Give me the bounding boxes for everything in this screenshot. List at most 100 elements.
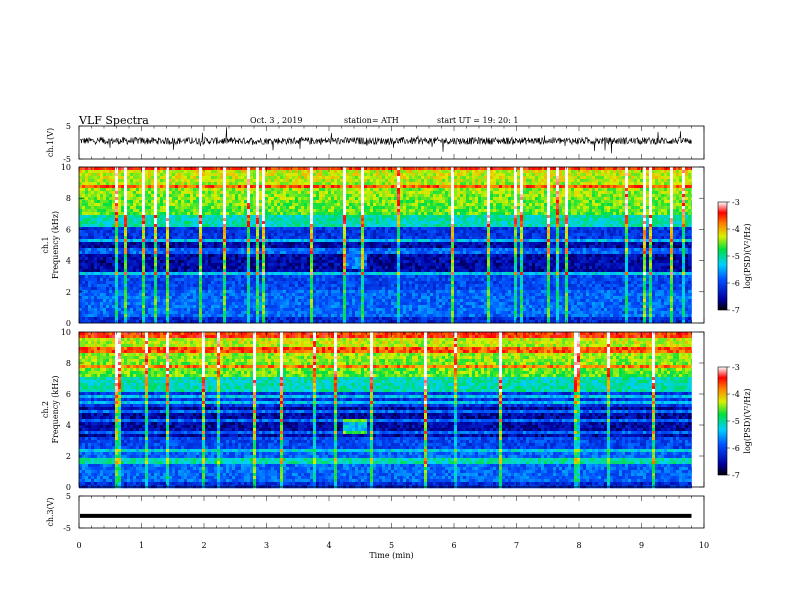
- spectrogram-cell: [88, 179, 92, 183]
- spectrogram-cell: [247, 209, 251, 213]
- spectrogram-cell: [139, 227, 143, 231]
- spectrogram-cell: [649, 185, 653, 189]
- spectrogram-cell: [655, 179, 659, 183]
- spectrogram-cell: [313, 179, 317, 183]
- spectrogram-cell: [178, 167, 182, 171]
- spectrogram-cell: [643, 212, 647, 216]
- spectrogram-cell: [604, 227, 608, 231]
- spectrogram-cell: [265, 227, 269, 231]
- spectrogram-cell: [385, 197, 389, 201]
- spectrogram-cell: [589, 185, 593, 189]
- spectrogram-cell: [280, 215, 284, 219]
- spectrogram-cell: [346, 200, 350, 204]
- spectrogram-cell: [130, 221, 134, 225]
- spectrogram-cell: [595, 179, 599, 183]
- spectrogram-cell: [289, 209, 293, 213]
- spectrogram-cell: [109, 215, 113, 219]
- spectrogram-cell: [124, 215, 128, 219]
- spectrogram-cell: [262, 215, 266, 219]
- spectrogram-cell: [148, 170, 152, 174]
- spectrogram-cell: [406, 167, 410, 171]
- spectrogram-cell: [304, 230, 308, 234]
- spectrogram-cell: [121, 209, 125, 213]
- spectrogram-cell: [379, 173, 383, 177]
- spectrogram-cell: [475, 236, 479, 240]
- spectrogram-cell: [619, 209, 623, 213]
- spectrogram-cell: [652, 218, 656, 222]
- spectrogram-cell: [493, 188, 497, 192]
- spectrogram-cell: [484, 173, 488, 177]
- spectrogram-cell: [127, 236, 131, 240]
- spectrogram-cell: [175, 182, 179, 186]
- spectrogram-cell: [601, 194, 605, 198]
- spectrogram-cell: [184, 200, 188, 204]
- spectrogram-cell: [442, 212, 446, 216]
- spectrogram-cell: [100, 233, 104, 237]
- spectrogram-cell: [376, 197, 380, 201]
- spectrogram-cell: [478, 173, 482, 177]
- spectrogram-cell: [238, 182, 242, 186]
- spectrogram-cell: [574, 185, 578, 189]
- spectrogram-cell: [406, 179, 410, 183]
- spectrogram-cell: [532, 227, 536, 231]
- spectrogram-cell: [421, 230, 425, 234]
- spectrogram-cell: [241, 197, 245, 201]
- spectrogram-cell: [358, 173, 362, 177]
- spectrogram-cell: [187, 212, 191, 216]
- spectrogram-cell: [346, 209, 350, 213]
- spectrogram-cell: [133, 224, 137, 228]
- spectrogram-cell: [568, 188, 572, 192]
- spectrogram-cell: [157, 218, 161, 222]
- spectrogram-cell: [532, 191, 536, 195]
- spectrogram-cell: [214, 236, 218, 240]
- spectrogram-cell: [211, 236, 215, 240]
- spectrogram-cell: [589, 194, 593, 198]
- spectrogram-cell: [337, 176, 341, 180]
- spectrogram-cell: [679, 224, 683, 228]
- spectrogram-cell: [373, 185, 377, 189]
- spectrogram-cell: [667, 182, 671, 186]
- spectrogram-cell: [610, 221, 614, 225]
- spectrogram-cell: [631, 206, 635, 210]
- spectrogram-cell: [316, 233, 320, 237]
- spectrogram-cell: [103, 194, 107, 198]
- spectrogram-cell: [118, 209, 122, 213]
- spectrogram-cell: [130, 179, 134, 183]
- spectrogram-cell: [322, 200, 326, 204]
- spectrogram-cell: [85, 185, 89, 189]
- spectrogram-cell: [433, 209, 437, 213]
- spectrogram-cell: [484, 227, 488, 231]
- spectrogram-cell: [142, 221, 146, 225]
- spectrogram-cell: [109, 194, 113, 198]
- spectrogram-cell: [124, 224, 128, 228]
- spectrogram-cell: [220, 200, 224, 204]
- spectrogram-cell: [352, 209, 356, 213]
- spectrogram-cell: [538, 212, 542, 216]
- spectrogram-cell: [415, 221, 419, 225]
- spectrogram-cell: [361, 197, 365, 201]
- spectrogram-cell: [682, 197, 686, 201]
- spectrogram-cell: [85, 215, 89, 219]
- spectrogram-cell: [448, 233, 452, 237]
- spectrogram-cell: [364, 185, 368, 189]
- spectrogram-cell: [361, 170, 365, 174]
- spectrogram-cell: [172, 209, 176, 213]
- spectrogram-cell: [145, 215, 149, 219]
- spectrogram-cell: [691, 227, 692, 231]
- spectrogram-cell: [547, 191, 551, 195]
- spectrogram-cell: [430, 224, 434, 228]
- spectrogram-cell: [685, 179, 689, 183]
- spectrogram-cell: [310, 182, 314, 186]
- spectrogram-cell: [187, 191, 191, 195]
- spectrogram-cell: [301, 203, 305, 207]
- spectrogram-cell: [406, 203, 410, 207]
- spectrogram-cell: [649, 179, 653, 183]
- spectrogram-cell: [673, 215, 677, 219]
- spectrogram-cell: [400, 170, 404, 174]
- spectrogram-cell: [307, 209, 311, 213]
- spectrogram-cell: [511, 203, 515, 207]
- spectrogram-cell: [616, 191, 620, 195]
- spectrogram-cell: [196, 224, 200, 228]
- spectrogram-cell: [190, 185, 194, 189]
- spectrogram-cell: [196, 179, 200, 183]
